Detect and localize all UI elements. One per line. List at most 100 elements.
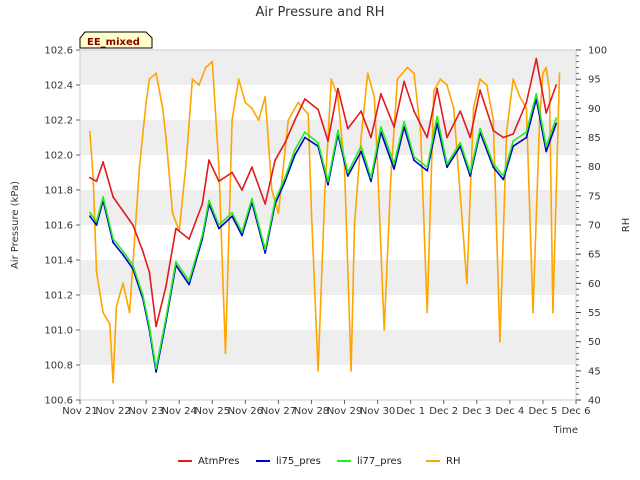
data-point-rh (396, 78, 399, 81)
data-point-rh (426, 311, 429, 314)
data-point-atmpres (208, 159, 210, 162)
data-point-atmpres (479, 89, 481, 92)
y2-tick-label: 40 (588, 396, 601, 407)
data-point-li77-pres (317, 141, 319, 144)
data-point-li75-pres (294, 154, 296, 156)
data-point-rh (383, 329, 386, 331)
data-point-li77-pres (112, 238, 114, 240)
series-layer (89, 57, 561, 384)
data-point-li77-pres (148, 325, 151, 328)
data-point-atmpres (304, 98, 306, 100)
data-point-rh (413, 72, 415, 75)
data-point-rh (485, 84, 488, 86)
y-axis-right: 40 45 50 55 60 65 70 75 80 85 90 95 100 (576, 46, 607, 407)
x-tick-label: Nov 23 (128, 406, 163, 417)
data-point-rh (545, 66, 548, 69)
data-point-atmpres (165, 285, 167, 288)
data-point-rh (505, 130, 508, 133)
data-point-rh (459, 194, 462, 197)
y-tick-label: 101.8 (44, 186, 73, 197)
data-point-atmpres (175, 227, 177, 230)
y-tick-label: 101.4 (44, 256, 73, 267)
data-point-atmpres (122, 210, 124, 212)
data-point-li75-pres (446, 166, 448, 169)
data-point-rh (389, 177, 392, 180)
data-point-rh (257, 119, 260, 121)
y-tick-label: 101.0 (44, 326, 73, 337)
data-point-li75-pres (284, 180, 286, 183)
data-point-rh (548, 89, 551, 92)
y-tick-label: 102.2 (44, 116, 73, 127)
data-point-atmpres (112, 196, 114, 198)
data-point-rh (171, 212, 174, 215)
data-point-atmpres (264, 203, 267, 205)
data-point-li77-pres (201, 234, 204, 237)
grid-band (80, 190, 576, 225)
data-point-rh (198, 84, 200, 86)
y2-axis-title: RH (621, 218, 632, 232)
data-point-li75-pres (545, 150, 548, 153)
legend: AtmPres li75_pres li77_pres RH (178, 456, 460, 467)
legend-label: RH (446, 456, 460, 467)
y-tick-label: 102.6 (44, 46, 73, 57)
y-axis-left: 100.6 100.8 101.0 101.2 101.4 101.6 101.8 102.0… (44, 46, 80, 407)
data-point-atmpres (155, 325, 158, 328)
data-point-rh (115, 305, 118, 308)
y2-tick-label: 55 (588, 308, 601, 319)
mode-badge: EE_mixed (79, 31, 153, 49)
data-point-li77-pres (188, 280, 191, 282)
data-point-li77-pres (122, 250, 124, 253)
data-point-rh (317, 369, 319, 372)
y2-tick-label: 65 (588, 250, 601, 261)
x-tick-label: Nov 29 (327, 406, 362, 417)
data-point-rh (89, 130, 91, 133)
data-point-rh (350, 369, 352, 372)
data-point-li75-pres (112, 241, 114, 244)
data-point-atmpres (317, 108, 319, 111)
data-point-li77-pres (89, 211, 91, 214)
data-point-li77-pres (403, 120, 405, 123)
data-point-atmpres (545, 112, 548, 114)
data-point-rh (138, 165, 141, 168)
legend-item-li75-pres: li75_pres (256, 456, 321, 467)
data-point-rh (155, 72, 158, 75)
y2-tick-label: 100 (588, 46, 607, 57)
series-li77-pres (89, 92, 558, 370)
x-tick-label: Dec 3 (462, 406, 491, 417)
chart-title: Air Pressure and RH (255, 5, 384, 20)
data-point-li77-pres (264, 248, 267, 251)
data-point-li77-pres (555, 117, 558, 120)
data-point-atmpres (555, 84, 558, 86)
data-point-li75-pres (413, 159, 415, 162)
x-tick-label: Nov 25 (195, 406, 230, 417)
data-point-li77-pres (294, 148, 296, 151)
data-point-rh (95, 270, 98, 273)
data-point-atmpres (294, 119, 296, 121)
data-point-li75-pres (122, 253, 124, 256)
x-tick-label: Dec 2 (429, 406, 458, 417)
data-point-li75-pres (241, 234, 243, 237)
y2-tick-label: 50 (588, 337, 601, 348)
data-point-li75-pres (436, 122, 438, 125)
data-point-rh (499, 340, 501, 343)
data-point-li75-pres (469, 175, 472, 177)
data-point-atmpres (393, 126, 395, 128)
data-point-li77-pres (132, 264, 134, 267)
data-point-atmpres (380, 92, 382, 95)
y2-tick-label: 85 (588, 133, 601, 144)
data-point-atmpres (201, 203, 204, 205)
data-point-li77-pres (208, 199, 210, 202)
y2-tick-label: 80 (588, 162, 601, 173)
data-point-rh (108, 323, 111, 326)
data-point-li77-pres (360, 145, 362, 148)
y2-tick-label: 60 (588, 279, 601, 290)
series-atmpres (89, 57, 558, 328)
x-tick-label: Nov 22 (95, 406, 130, 417)
data-point-li75-pres (304, 136, 306, 139)
legend-item-li77-pres: li77_pres (337, 456, 402, 467)
data-point-rh (439, 78, 442, 81)
data-point-atmpres (218, 180, 220, 183)
data-point-li77-pres (502, 175, 505, 177)
data-point-rh (231, 119, 234, 121)
data-point-rh (122, 282, 124, 285)
